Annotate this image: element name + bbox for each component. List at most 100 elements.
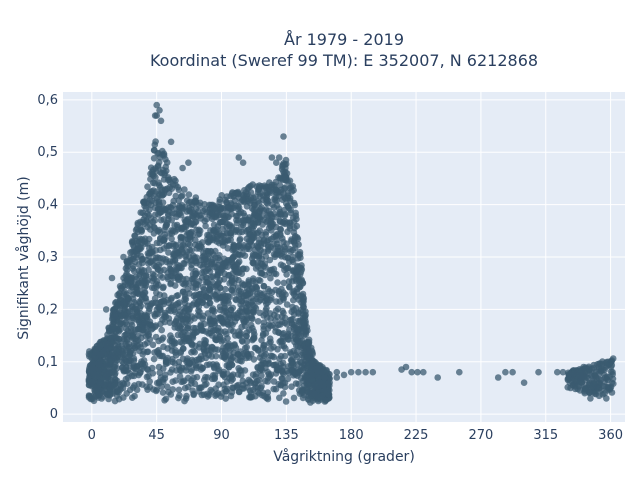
data-point bbox=[149, 341, 157, 349]
data-point bbox=[254, 259, 261, 267]
data-point bbox=[245, 278, 252, 286]
data-point bbox=[186, 247, 194, 254]
data-point bbox=[164, 273, 171, 281]
x-axis-ticks: 0 45 90 135 180 225 270 315 360 bbox=[88, 428, 623, 443]
data-point bbox=[159, 352, 167, 360]
data-point bbox=[554, 368, 561, 376]
data-point bbox=[139, 209, 146, 217]
data-point bbox=[133, 253, 140, 261]
data-point bbox=[175, 276, 182, 284]
data-point bbox=[159, 255, 167, 262]
data-point bbox=[219, 265, 226, 272]
data-point bbox=[241, 322, 249, 330]
data-point bbox=[107, 376, 115, 384]
data-point bbox=[569, 370, 577, 377]
data-point bbox=[246, 214, 253, 221]
data-point bbox=[298, 306, 305, 314]
data-point bbox=[207, 236, 214, 244]
data-point bbox=[281, 217, 288, 225]
data-point bbox=[267, 345, 275, 352]
data-point bbox=[185, 191, 193, 198]
data-point bbox=[179, 355, 187, 363]
data-point bbox=[192, 361, 200, 369]
x-tick-label: 270 bbox=[468, 428, 493, 443]
data-point bbox=[198, 269, 206, 277]
data-point bbox=[262, 360, 269, 367]
data-point bbox=[216, 198, 223, 206]
data-point bbox=[185, 199, 193, 206]
data-point bbox=[124, 259, 131, 267]
data-point bbox=[188, 349, 195, 356]
data-point bbox=[172, 268, 180, 275]
data-point bbox=[129, 265, 136, 272]
data-point bbox=[333, 368, 341, 376]
data-point bbox=[134, 281, 142, 288]
data-point bbox=[362, 368, 369, 376]
data-point bbox=[146, 383, 154, 391]
data-point bbox=[316, 393, 323, 401]
data-point bbox=[166, 258, 174, 265]
x-tick-label: 315 bbox=[533, 428, 558, 443]
data-point bbox=[227, 326, 234, 334]
data-point bbox=[154, 162, 162, 169]
data-point bbox=[311, 390, 318, 398]
data-point bbox=[311, 381, 319, 389]
data-point bbox=[171, 360, 178, 367]
data-point bbox=[131, 232, 139, 240]
data-point bbox=[245, 243, 252, 250]
data-point bbox=[276, 355, 283, 363]
data-point bbox=[144, 183, 151, 190]
data-point bbox=[87, 380, 95, 387]
data-point bbox=[227, 346, 234, 354]
data-point bbox=[170, 197, 177, 205]
data-point bbox=[414, 368, 421, 376]
data-point bbox=[239, 217, 247, 224]
data-point bbox=[572, 383, 579, 390]
data-point bbox=[185, 229, 192, 237]
data-point bbox=[105, 388, 113, 396]
data-point bbox=[240, 350, 247, 358]
data-point bbox=[140, 199, 147, 206]
data-point bbox=[289, 182, 297, 190]
data-point bbox=[239, 265, 247, 273]
data-point bbox=[108, 274, 116, 282]
data-point bbox=[246, 302, 253, 309]
data-point bbox=[306, 383, 314, 390]
data-point bbox=[149, 274, 156, 282]
data-point bbox=[181, 384, 189, 392]
data-point bbox=[184, 240, 192, 248]
data-point bbox=[169, 302, 176, 309]
data-point bbox=[124, 366, 132, 374]
data-point bbox=[167, 296, 175, 303]
data-point bbox=[117, 301, 124, 309]
data-point bbox=[135, 380, 142, 388]
data-point bbox=[213, 362, 221, 370]
data-point bbox=[272, 270, 280, 278]
data-point bbox=[237, 330, 245, 337]
data-point bbox=[161, 171, 168, 179]
data-point bbox=[520, 379, 528, 387]
data-point bbox=[249, 259, 256, 267]
data-point bbox=[146, 190, 153, 198]
data-point bbox=[151, 312, 159, 320]
data-point bbox=[120, 290, 128, 297]
data-point bbox=[193, 226, 200, 234]
data-point bbox=[302, 356, 310, 364]
data-point bbox=[289, 368, 296, 376]
data-point bbox=[112, 347, 120, 355]
data-point bbox=[151, 211, 159, 219]
data-point bbox=[275, 154, 283, 161]
data-point bbox=[252, 344, 260, 352]
data-point bbox=[190, 300, 197, 307]
x-tick-label: 180 bbox=[339, 428, 364, 443]
data-point bbox=[175, 320, 183, 328]
data-point bbox=[266, 256, 274, 264]
data-point bbox=[167, 332, 174, 339]
data-point bbox=[172, 349, 179, 356]
data-point bbox=[235, 351, 242, 358]
data-point bbox=[209, 278, 216, 286]
data-point bbox=[564, 369, 572, 377]
data-point bbox=[210, 221, 218, 229]
data-point bbox=[158, 326, 165, 334]
data-point bbox=[144, 240, 151, 247]
